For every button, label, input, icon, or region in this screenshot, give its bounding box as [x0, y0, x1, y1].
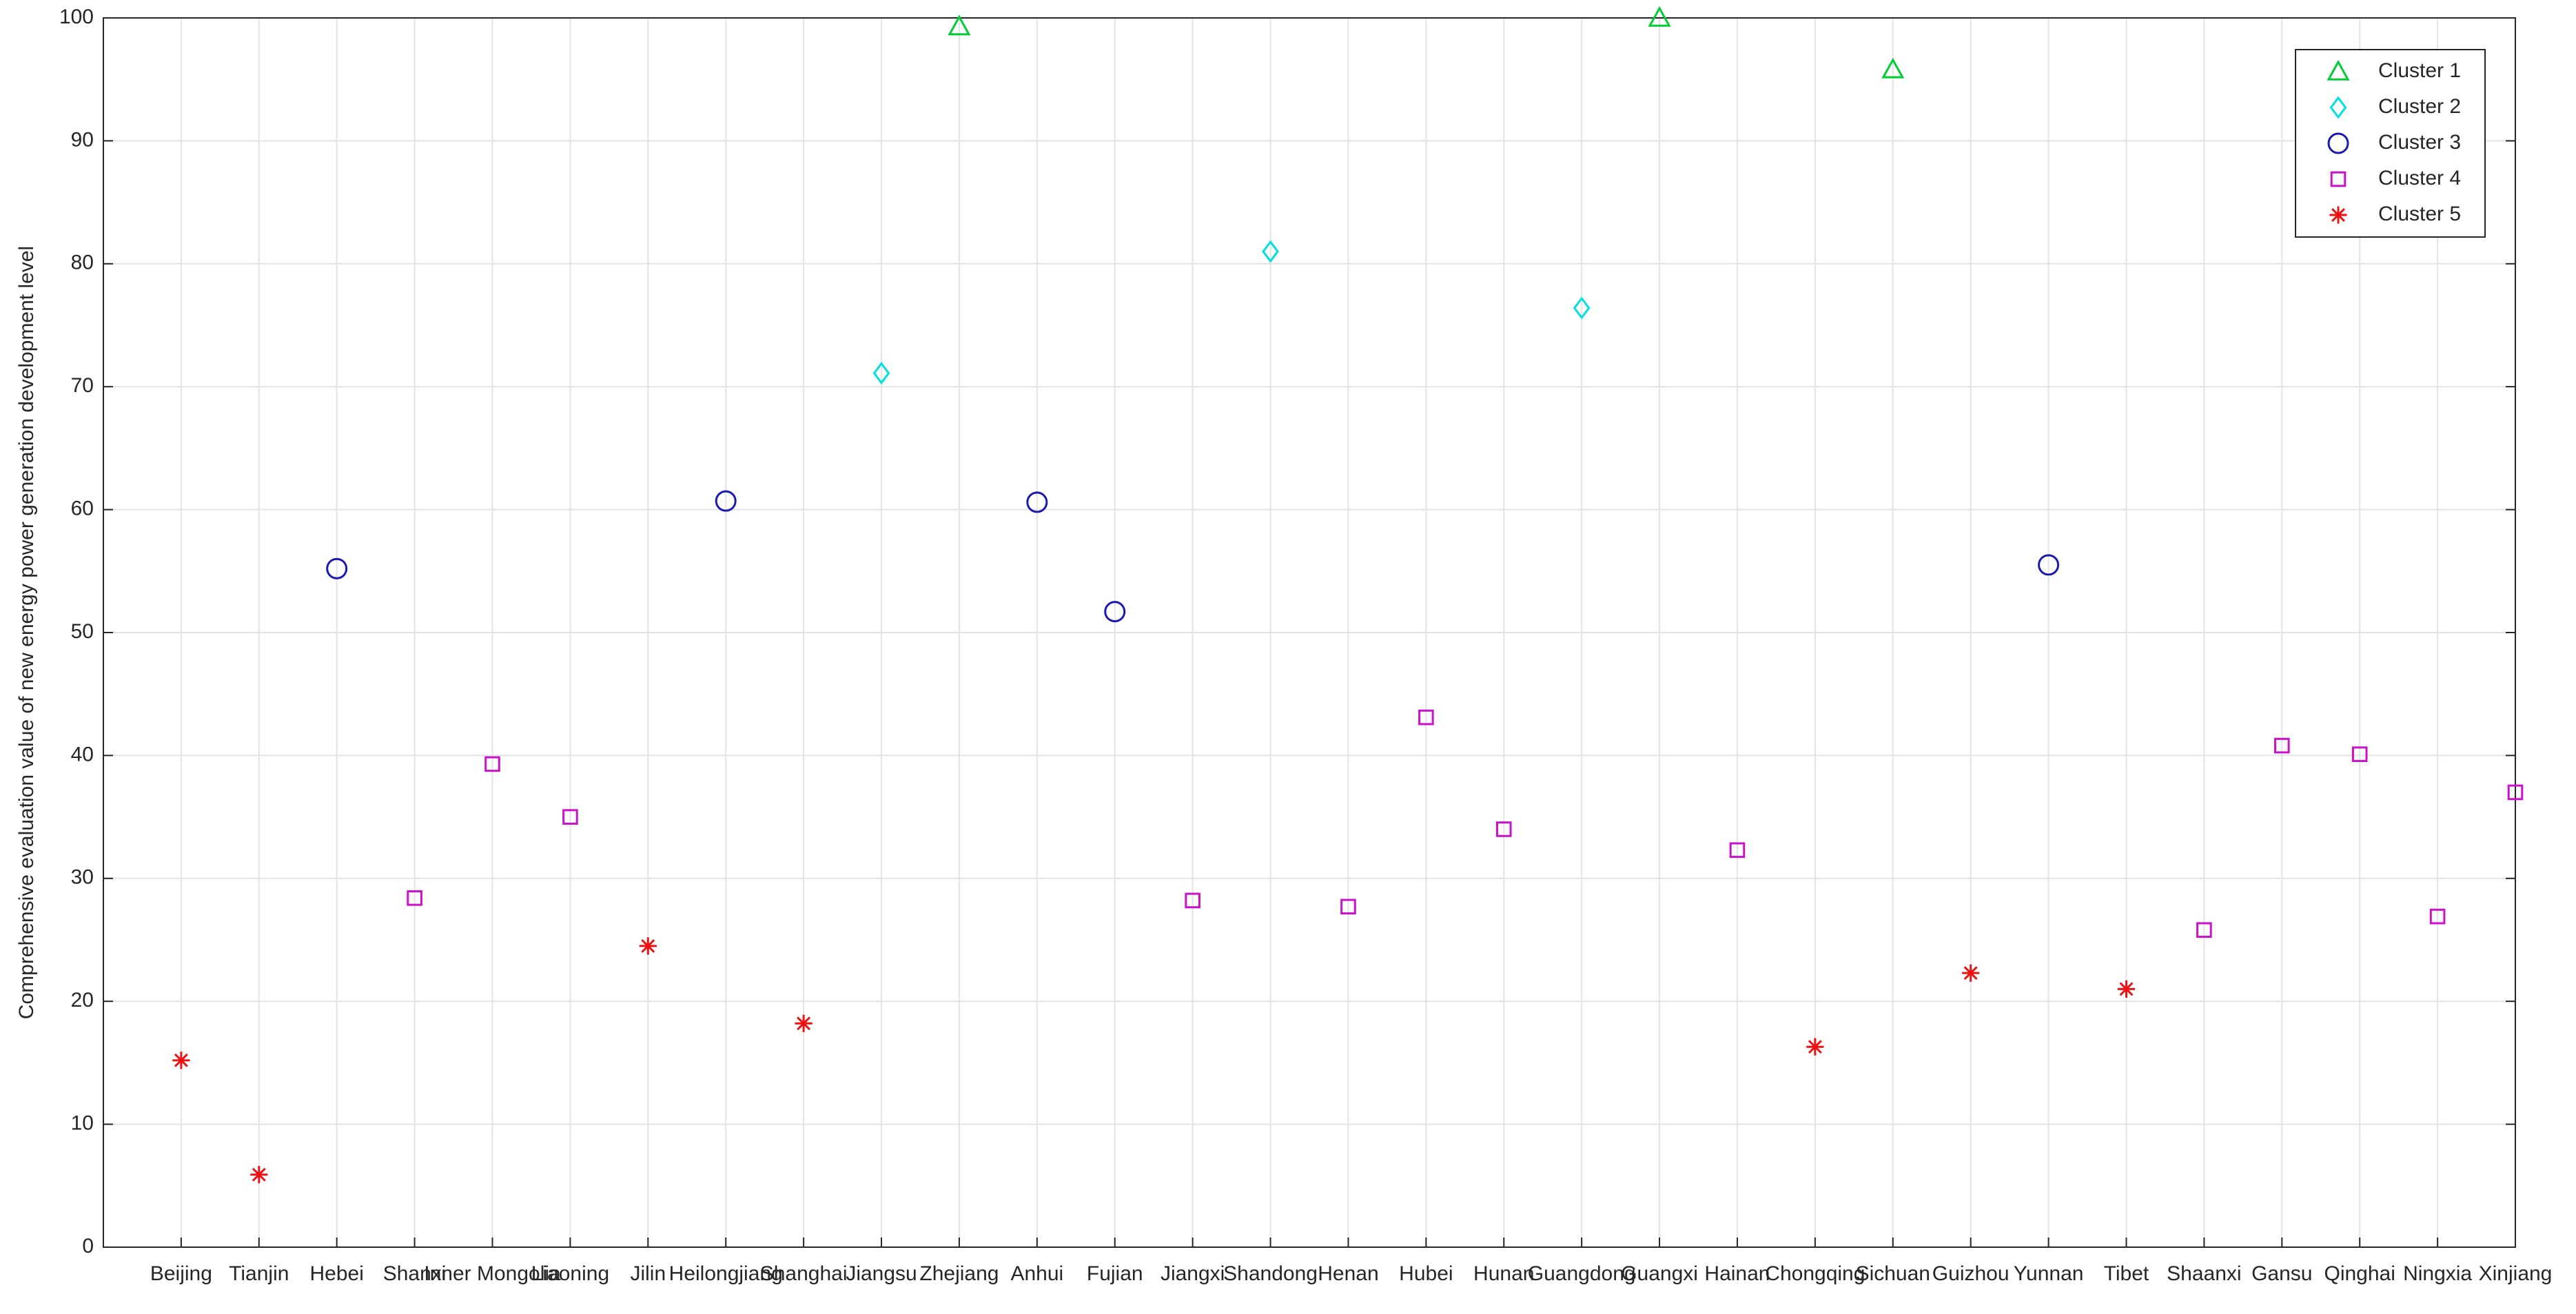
- y-tick-label: 50: [71, 620, 94, 643]
- point: [1418, 709, 1434, 726]
- x-tick-label: Guizhou: [1932, 1262, 2010, 1285]
- x-tick-label: Shaanxi: [2167, 1262, 2241, 1285]
- x-tick-label: Guangdong: [1528, 1262, 1636, 1285]
- legend-label: Cluster 4: [2378, 167, 2461, 189]
- legend-marker: [2330, 171, 2347, 187]
- x-tick-label: Liaoning: [531, 1262, 609, 1285]
- y-tick-label: 30: [71, 866, 94, 889]
- legend-marker: [2329, 206, 2347, 224]
- x-tick-label: Hubei: [1399, 1262, 1453, 1285]
- point: [2507, 784, 2524, 801]
- point: [2273, 737, 2290, 754]
- point: [1495, 821, 1512, 837]
- point: [1962, 964, 1980, 982]
- axes-box: [103, 17, 2516, 1248]
- point: [2429, 908, 2446, 925]
- x-tick-label: Guangxi: [1621, 1262, 1698, 1285]
- point: [172, 1051, 190, 1069]
- x-tick-label: Shandong: [1223, 1262, 1318, 1285]
- asterisk-stroke: [252, 1167, 266, 1182]
- x-tick-label: Heilongjiang: [669, 1262, 783, 1285]
- point: [872, 362, 890, 385]
- point: [326, 557, 348, 579]
- x-tick-label: Ningxia: [2403, 1262, 2472, 1285]
- x-tick-label: Fujian: [1087, 1262, 1143, 1285]
- point: [2038, 554, 2060, 576]
- x-tick-label: Sichuan: [1856, 1262, 1930, 1285]
- legend-box: [2295, 49, 2486, 238]
- point: [250, 1166, 268, 1184]
- y-tick-label: 100: [59, 6, 94, 28]
- asterisk-stroke: [641, 938, 655, 953]
- x-tick-label: Zhejiang: [919, 1262, 999, 1285]
- point: [562, 809, 578, 825]
- point: [715, 490, 737, 512]
- point: [948, 14, 971, 36]
- x-tick-label: Jiangsu: [846, 1262, 917, 1285]
- legend-label: Cluster 5: [2378, 203, 2461, 225]
- point: [2351, 746, 2368, 762]
- asterisk-stroke: [2331, 208, 2345, 222]
- asterisk-stroke: [1808, 1040, 1822, 1054]
- asterisk-stroke: [797, 1016, 811, 1031]
- x-tick-label: Tianjin: [229, 1262, 289, 1285]
- x-tick-label: Anhui: [1010, 1262, 1063, 1285]
- y-tick-label: 90: [71, 128, 94, 151]
- legend-label: Cluster 1: [2378, 59, 2461, 82]
- point: [2117, 980, 2136, 998]
- point: [484, 756, 500, 772]
- y-tick-label: 70: [71, 374, 94, 397]
- point: [1806, 1038, 1824, 1056]
- y-tick-label: 80: [71, 251, 94, 274]
- point: [407, 890, 422, 906]
- point: [1573, 296, 1591, 320]
- y-tick-label: 60: [71, 497, 94, 520]
- y-tick-label: 10: [71, 1112, 94, 1135]
- point: [1026, 491, 1048, 513]
- x-tick-label: Shanxi: [383, 1262, 447, 1285]
- x-tick-label: Qinghai: [2324, 1262, 2395, 1285]
- legend-label: Cluster 2: [2378, 95, 2461, 118]
- point: [1185, 892, 1200, 909]
- x-tick-label: Hunan: [1473, 1262, 1534, 1285]
- legend-label: Cluster 3: [2378, 131, 2461, 154]
- x-tick-label: Jiangxi: [1161, 1262, 1225, 1285]
- x-tick-label: Hainan: [1704, 1262, 1770, 1285]
- point: [1262, 240, 1279, 263]
- point: [1648, 6, 1671, 27]
- x-tick-label: Chongqing: [1765, 1262, 1865, 1285]
- legend-marker: [2327, 59, 2350, 81]
- point: [2196, 922, 2212, 938]
- x-tick-label: Yunnan: [2014, 1262, 2084, 1285]
- x-tick-label: Hebei: [310, 1262, 364, 1285]
- y-tick-label: 0: [82, 1235, 94, 1257]
- y-axis-label: Comprehensive evaluation value of new en…: [15, 246, 38, 1019]
- point: [1340, 899, 1356, 915]
- point: [639, 937, 657, 955]
- x-tick-label: Xinjiang: [2479, 1262, 2553, 1285]
- asterisk-stroke: [2119, 982, 2134, 996]
- y-tick-label: 20: [71, 989, 94, 1012]
- legend-marker: [2329, 96, 2347, 119]
- point: [1104, 601, 1126, 623]
- point: [795, 1014, 812, 1032]
- asterisk-stroke: [174, 1053, 188, 1067]
- point: [1881, 57, 1905, 79]
- x-tick-label: Shanghai: [760, 1262, 848, 1285]
- y-tick-label: 40: [71, 743, 94, 766]
- legend-marker: [2327, 132, 2349, 154]
- x-tick-label: Jilin: [630, 1262, 666, 1285]
- x-tick-label: Beijing: [150, 1262, 212, 1285]
- x-tick-label: Inner Mongolia: [424, 1262, 561, 1285]
- x-tick-label: Tibet: [2104, 1262, 2149, 1285]
- point: [1729, 842, 1746, 859]
- x-tick-label: Henan: [1318, 1262, 1378, 1285]
- x-tick-label: Gansu: [2251, 1262, 2312, 1285]
- asterisk-stroke: [1963, 966, 1978, 981]
